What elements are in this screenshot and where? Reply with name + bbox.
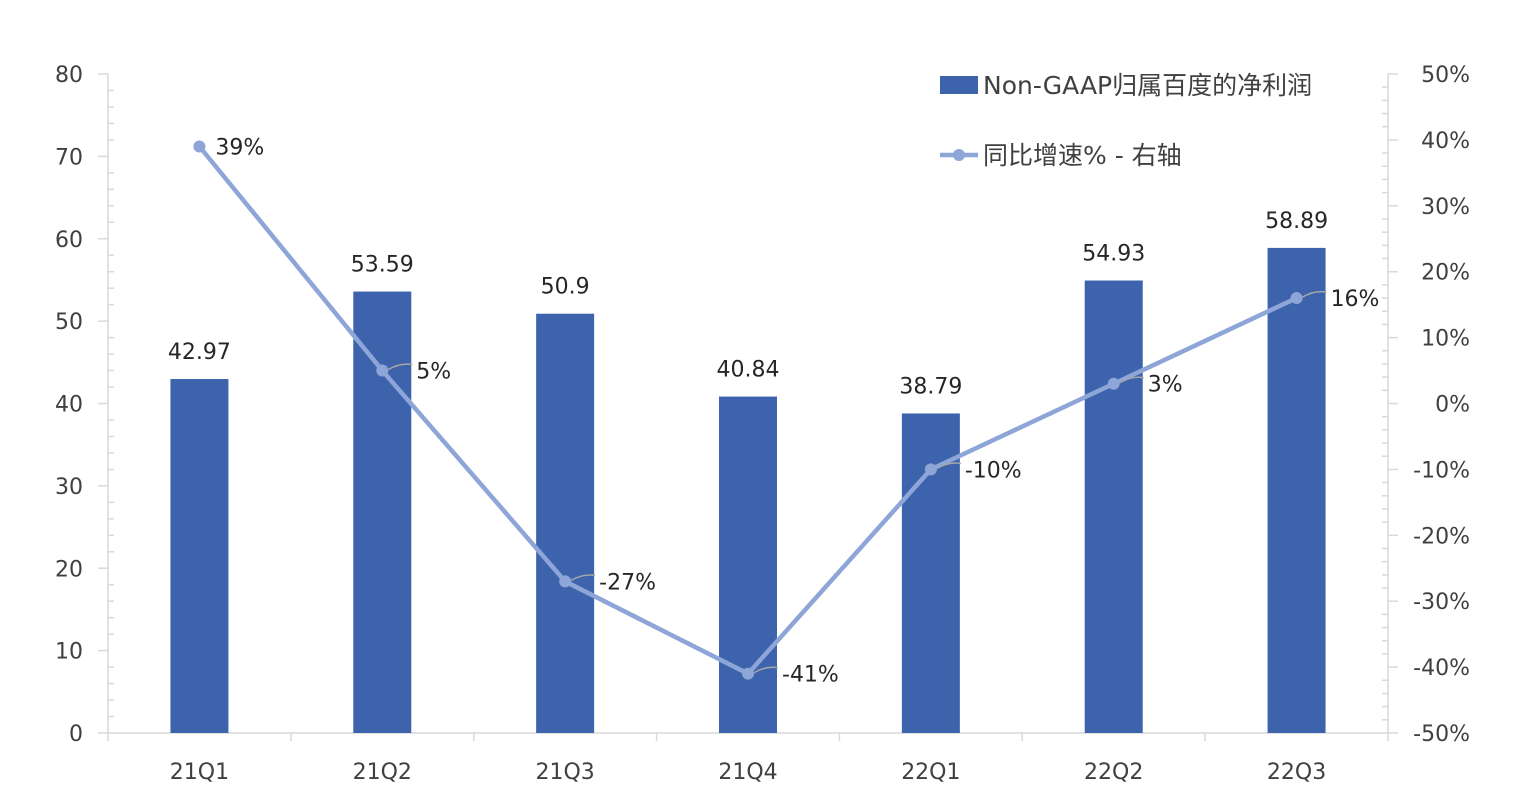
line-data-label: -41% (782, 663, 839, 688)
line-series: 39% 5% -27% -41% -10% 3% 16% (193, 135, 1380, 688)
bar-data-label: 40.84 (717, 358, 780, 383)
y-right-tick-label: 50% (1421, 63, 1470, 88)
bar (170, 379, 229, 733)
y-right-tick-label: 40% (1421, 129, 1470, 154)
y-right-tick-label: 10% (1421, 327, 1470, 352)
line-data-label: 16% (1331, 287, 1380, 312)
label-leader-line (1302, 290, 1327, 298)
y-left-tick-label: 40 (55, 393, 83, 418)
label-leader-line (1119, 376, 1144, 384)
legend-bar-swatch (940, 76, 978, 94)
y-left-tick-label: 0 (69, 722, 83, 747)
bar-data-label: 50.9 (541, 275, 590, 300)
y-left-tick-label: 10 (55, 640, 83, 665)
y-left-tick-label: 70 (55, 145, 83, 170)
label-leader-line (570, 574, 596, 582)
x-tick-label: 22Q1 (901, 760, 960, 785)
label-leader-line (753, 666, 779, 674)
y-right-tick-label: 0% (1435, 393, 1470, 418)
line-data-label: 3% (1148, 373, 1183, 398)
y-right-tick-label: -10% (1413, 458, 1470, 483)
y-right-tick-label: -30% (1413, 590, 1470, 615)
line-point (1107, 377, 1120, 390)
line-data-label: 39% (215, 135, 264, 160)
bar (719, 396, 777, 733)
y-right-tick-label: 30% (1421, 195, 1470, 220)
y-left-tick-label: 60 (55, 228, 83, 253)
line-point (559, 575, 572, 588)
x-tick-label: 22Q3 (1267, 760, 1326, 785)
bar (536, 313, 595, 733)
label-leader-line (387, 363, 413, 371)
bar (353, 291, 412, 733)
y-left-tick-label: 20 (55, 557, 83, 582)
line-point (924, 463, 937, 476)
y-right-tick-label: 20% (1421, 261, 1470, 286)
line-data-label: 5% (416, 360, 451, 385)
bar-data-label: 58.89 (1265, 209, 1328, 234)
line-data-label: -10% (965, 458, 1022, 483)
bar-data-label: 54.93 (1082, 242, 1145, 267)
line-point (742, 667, 754, 680)
bar-data-label: 53.59 (351, 253, 414, 278)
bar-series: 42.97 53.59 50.9 40.84 38.79 54.93 58.89 (168, 209, 1328, 734)
y-right-tick-label: -50% (1413, 722, 1470, 747)
line-point (1290, 292, 1303, 305)
bar-data-label: 38.79 (899, 374, 962, 399)
y-left-tick-label: 50 (55, 310, 83, 335)
bar (1084, 280, 1143, 733)
x-tick-label: 21Q2 (353, 760, 412, 785)
axes: 0 10 20 30 40 50 60 70 80 -50% -40% -30% -20% -10% 0% 1… (55, 63, 1470, 785)
legend-line-marker (953, 149, 965, 161)
line-data-label: -27% (599, 570, 656, 595)
bar (1267, 247, 1326, 734)
line-point (376, 364, 389, 377)
x-tick-label: 21Q1 (170, 760, 229, 785)
y-left-tick-label: 30 (55, 475, 83, 500)
y-right-tick-label: -40% (1413, 656, 1470, 681)
x-tick-label: 21Q4 (718, 760, 777, 785)
legend-line-label: 同比增速% - 右轴 (983, 141, 1182, 170)
x-tick-label: 21Q3 (535, 760, 594, 785)
y-right-tick-label: -20% (1413, 524, 1470, 549)
line-point (193, 140, 206, 153)
legend-bar-label: Non-GAAP归属百度的净利润 (983, 71, 1312, 100)
label-leader-line (936, 462, 961, 470)
x-tick-label: 22Q2 (1084, 760, 1143, 785)
bar-data-label: 42.97 (168, 340, 231, 365)
y-left-tick-label: 80 (55, 63, 83, 88)
